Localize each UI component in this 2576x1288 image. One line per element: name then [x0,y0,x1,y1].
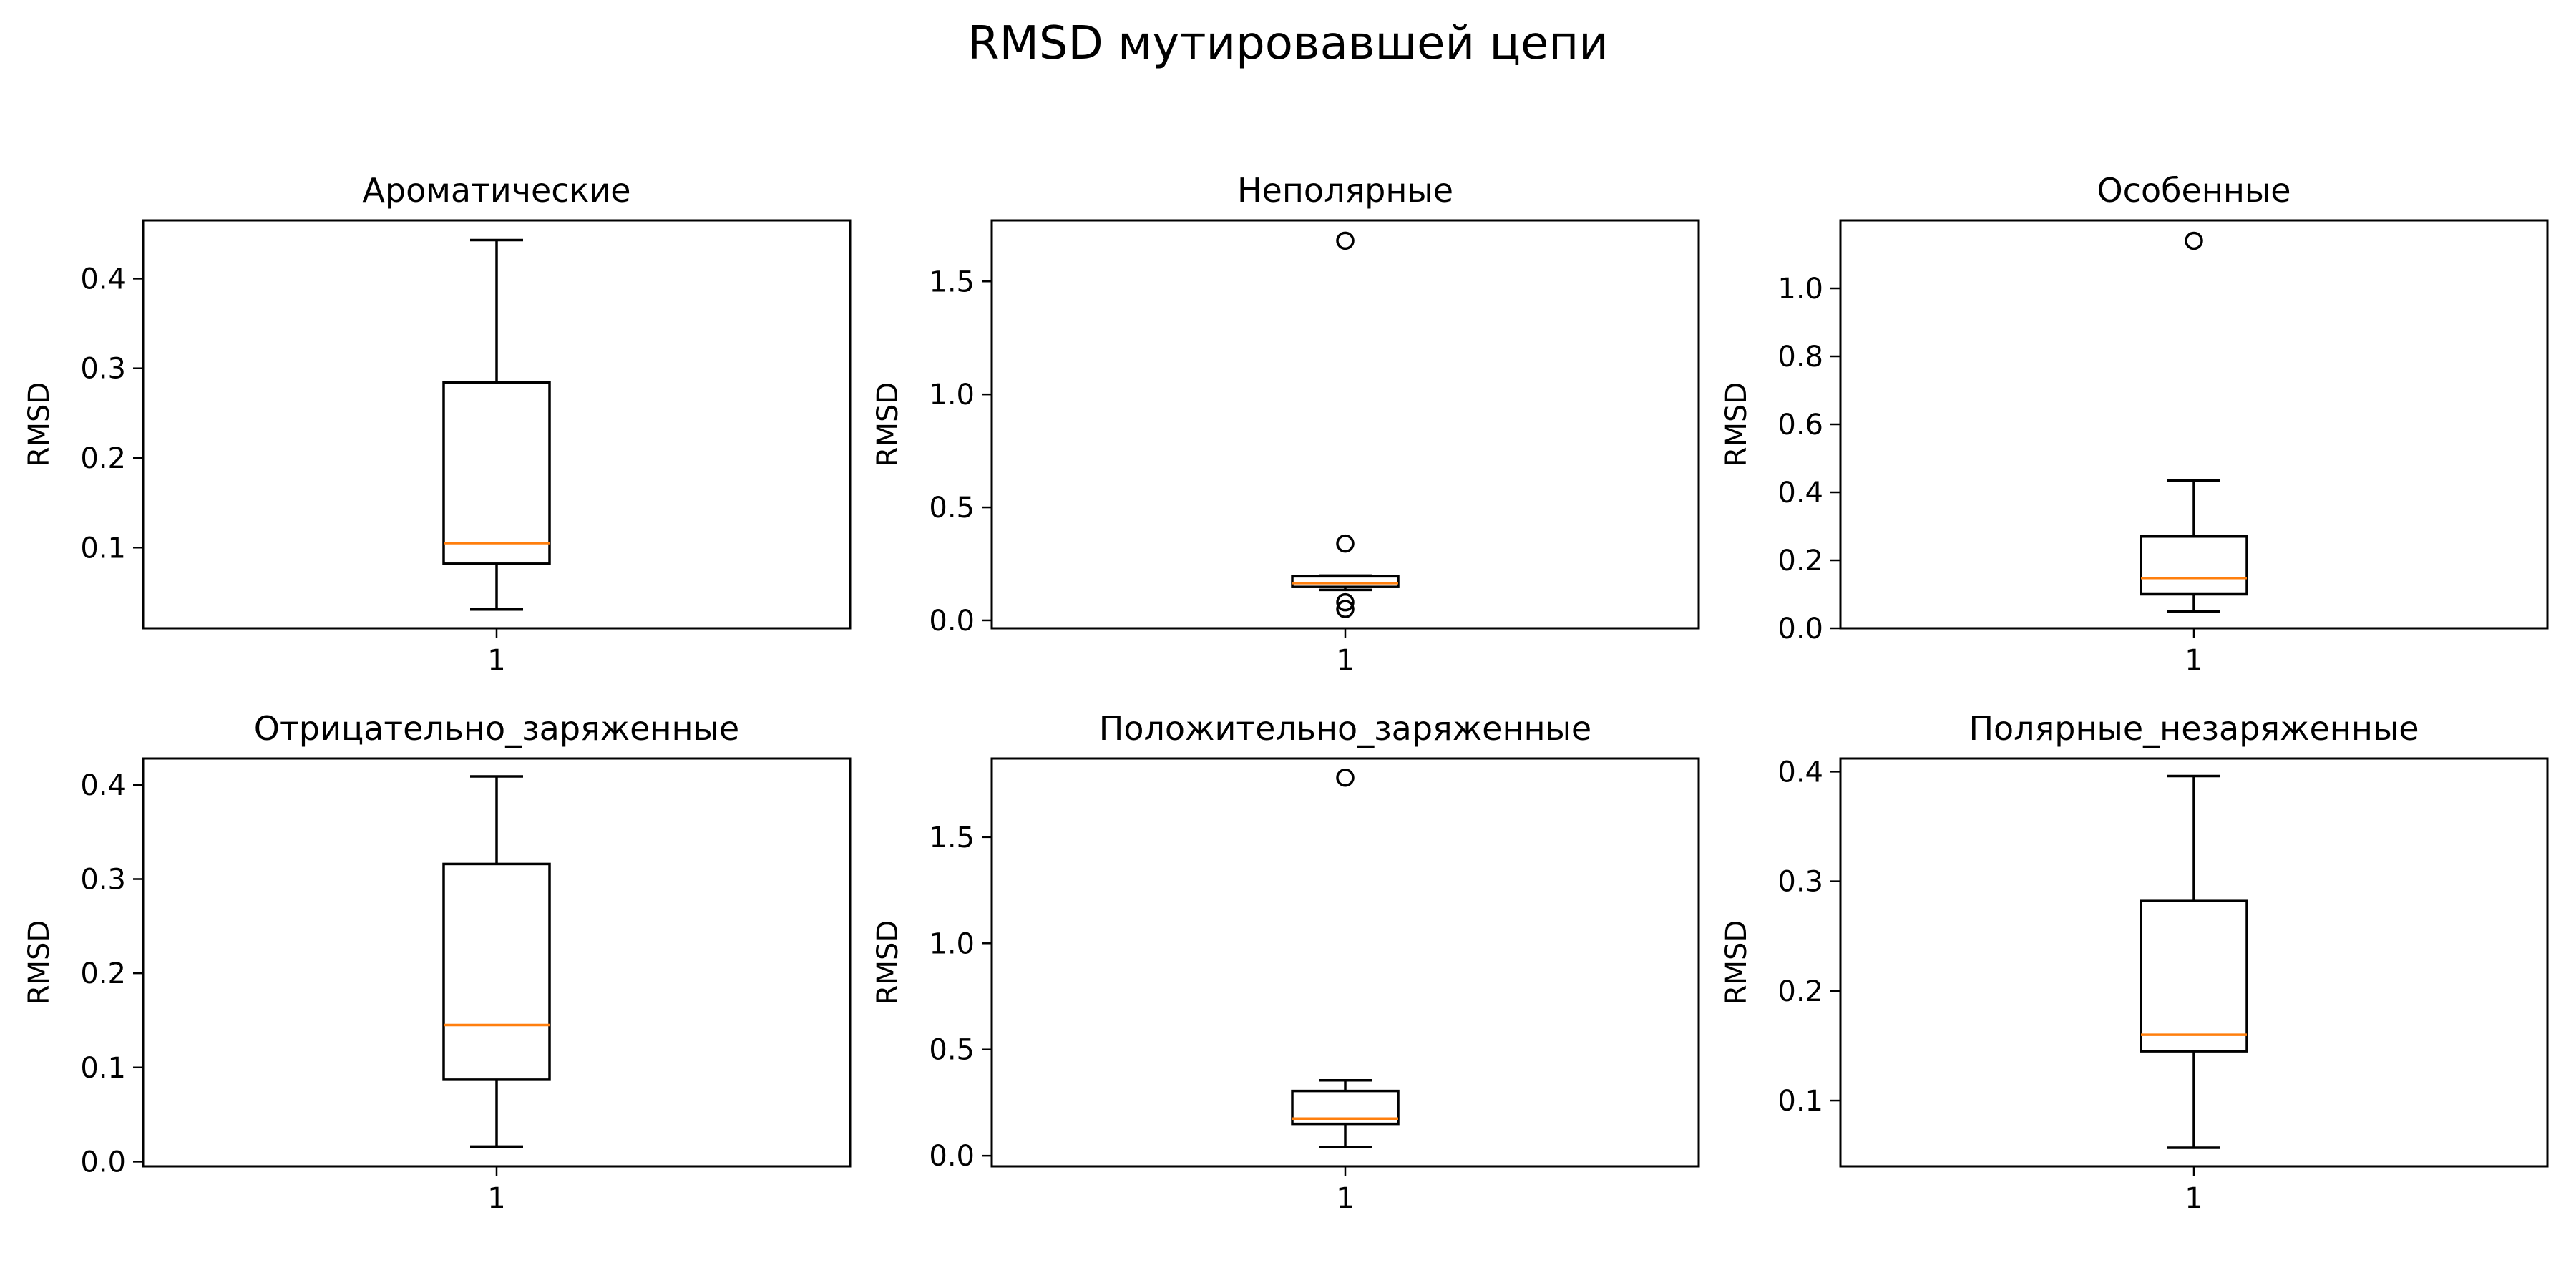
y-tick-label: 0.8 [1777,341,1823,374]
x-tick-label: 1 [1336,1182,1354,1215]
y-tick-label: 0.2 [1777,545,1823,577]
y-tick-label: 0.2 [80,957,126,990]
y-tick-label: 0.5 [929,1034,975,1067]
y-tick-label: 0.2 [80,442,126,475]
iqr-box [2140,535,2248,596]
outlier-point [1336,768,1355,787]
axes-frame [990,757,1700,1168]
x-tick-label: 1 [2185,1182,2202,1215]
axes-frame [142,219,852,630]
y-tick-label: 0.5 [929,492,975,525]
outlier-point [2185,231,2203,250]
y-axis-label: RMSD [872,382,904,467]
iqr-box [442,381,551,565]
panel-4: Отрицательно_заряженные RMSD 0.0 0.1 0.2 0.3 0… [23,709,852,1215]
y-tick-label: 0.3 [1777,866,1823,899]
axes-frame [1839,757,2549,1168]
panel-1: Ароматические RMSD 0.1 0.2 0.3 0.4 1 [23,171,852,677]
y-tick-label: 0.0 [929,1140,975,1173]
y-axis-label: RMSD [23,920,56,1005]
iqr-box [1291,575,1400,588]
y-axis-label: RMSD [23,382,56,467]
y-axis-label: RMSD [872,920,904,1005]
panel-title: Ароматические [362,171,630,210]
panel-5: Положительно_заряженные RMSD 0.0 0.5 1.0 1.5 1 [872,709,1700,1215]
y-axis-label: RMSD [1720,920,1753,1005]
y-tick-label: 0.1 [80,1052,126,1085]
y-tick-label: 0.4 [1777,477,1823,509]
y-tick-label: 1.5 [929,265,975,298]
y-tick-label: 1.0 [929,927,975,960]
y-tick-label: 0.0 [1777,613,1823,645]
panel-3: Особенные RMSD 0.0 0.2 0.4 0.6 0.8 1.0 1 [1720,171,2549,677]
y-tick-label: 0.3 [80,353,126,386]
x-tick-label: 1 [1336,644,1354,677]
panel-title: Особенные [2097,171,2290,210]
y-tick-label: 0.3 [80,863,126,896]
iqr-box [2140,899,2248,1053]
y-tick-label: 0.1 [80,532,126,565]
y-tick-label: 1.0 [1777,273,1823,306]
axes-frame [990,219,1700,630]
outlier-point [1336,534,1355,553]
y-tick-label: 0.4 [1777,756,1823,789]
panel-6: Полярные_незаряженные RMSD 0.1 0.2 0.3 0.4 1 [1720,709,2549,1215]
y-tick-label: 0.4 [80,769,126,802]
axes-frame [1839,219,2549,630]
iqr-box [1291,1089,1400,1126]
x-tick-label: 1 [2185,644,2202,677]
y-tick-label: 0.1 [1777,1085,1823,1118]
panel-title: Неполярные [1237,171,1453,210]
outlier-point [1336,592,1355,612]
iqr-box [442,862,551,1081]
outlier-point [1336,600,1355,618]
y-tick-label: 1.5 [929,821,975,854]
y-tick-label: 0.2 [1777,975,1823,1008]
panel-2: Неполярные RMSD 0.0 0.5 1.0 1.5 1 [872,171,1700,677]
panel-title: Полярные_незаряженные [1968,709,2419,748]
panel-title: Положительно_заряженные [1099,709,1591,748]
x-tick-label: 1 [487,644,505,677]
y-tick-label: 1.0 [929,379,975,411]
y-tick-label: 0.4 [80,263,126,296]
panel-title: Отрицательно_заряженные [254,709,739,748]
x-tick-label: 1 [487,1182,505,1215]
y-tick-label: 0.6 [1777,409,1823,441]
y-tick-label: 0.0 [80,1146,126,1179]
outlier-point [1336,231,1355,250]
panels-grid: АроматическиеRMSD0.10.20.30.41Неполярные… [23,171,2549,1215]
axes-frame [142,757,852,1168]
y-tick-label: 0.0 [929,605,975,638]
y-axis-label: RMSD [1720,382,1753,467]
figure-title: RMSD мутировавшей цепи [967,17,1609,70]
